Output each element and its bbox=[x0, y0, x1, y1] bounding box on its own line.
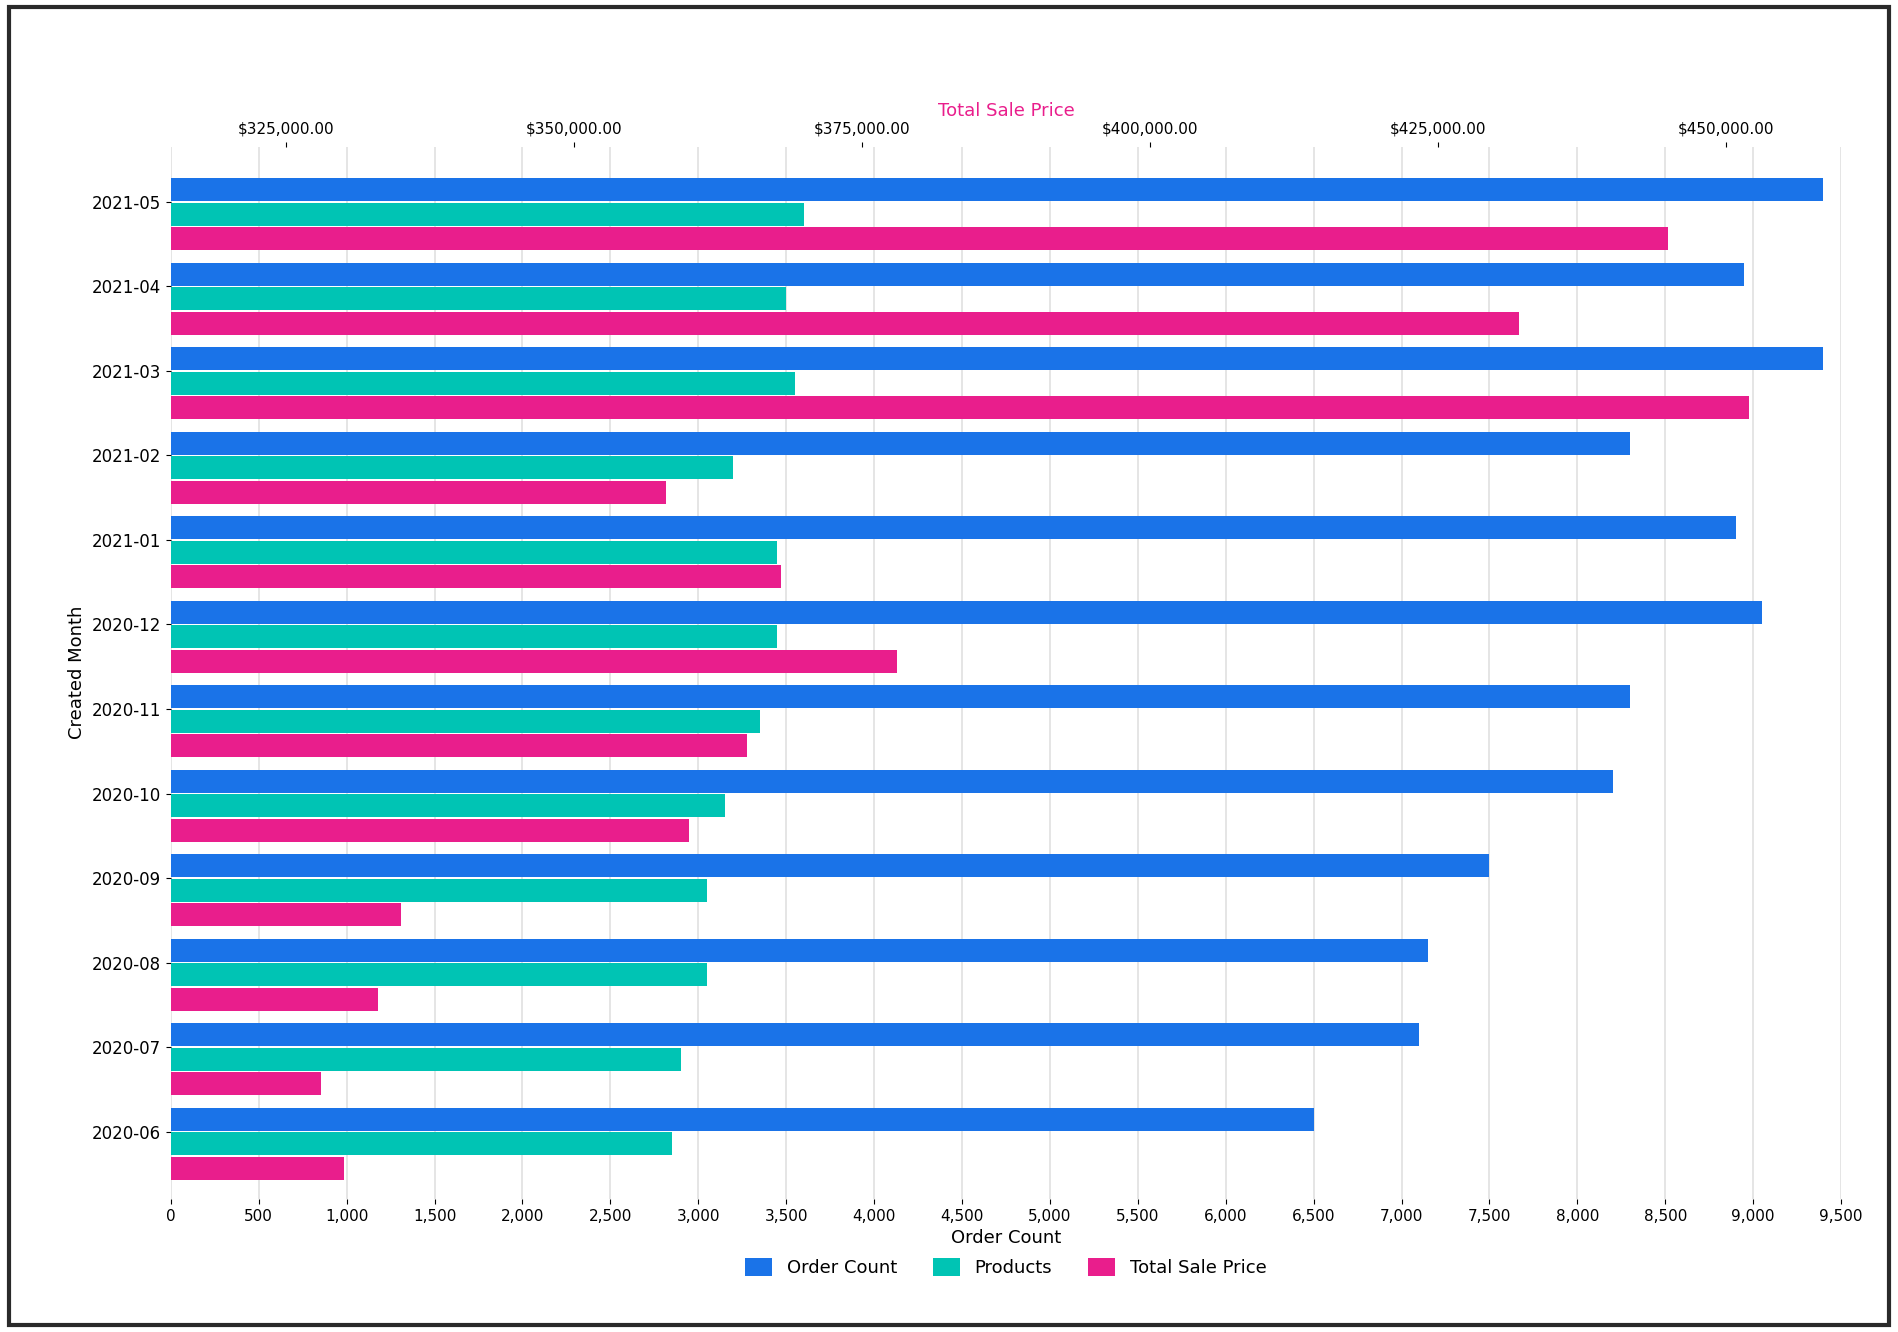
Bar bbox=[171, 1048, 681, 1071]
Bar bbox=[171, 854, 1490, 878]
Bar bbox=[171, 794, 725, 818]
Bar bbox=[171, 1132, 672, 1155]
Bar bbox=[171, 372, 795, 394]
Bar bbox=[171, 1072, 321, 1095]
Bar bbox=[171, 541, 778, 563]
Bar bbox=[171, 988, 378, 1011]
Legend: Order Count, Products, Total Sale Price: Order Count, Products, Total Sale Price bbox=[738, 1251, 1274, 1284]
Bar bbox=[171, 686, 1630, 709]
Bar bbox=[171, 879, 708, 902]
Bar bbox=[171, 734, 746, 757]
Bar bbox=[171, 202, 803, 225]
Bar bbox=[171, 178, 1824, 201]
Bar bbox=[171, 601, 1761, 623]
Bar bbox=[171, 625, 778, 649]
Bar bbox=[171, 770, 1613, 793]
Bar bbox=[171, 348, 1824, 370]
Bar bbox=[171, 1158, 344, 1180]
Bar bbox=[171, 457, 733, 480]
Y-axis label: Created Month: Created Month bbox=[68, 606, 85, 739]
Bar bbox=[171, 650, 896, 673]
Bar bbox=[171, 397, 1748, 420]
Bar bbox=[171, 432, 1630, 454]
Bar bbox=[171, 288, 786, 310]
X-axis label: Total Sale Price: Total Sale Price bbox=[938, 103, 1074, 120]
Bar bbox=[171, 819, 689, 842]
Bar bbox=[171, 939, 1427, 962]
X-axis label: Order Count: Order Count bbox=[951, 1229, 1061, 1247]
Bar bbox=[171, 710, 759, 733]
Bar bbox=[171, 312, 1518, 334]
Bar bbox=[171, 565, 782, 589]
Bar bbox=[171, 262, 1744, 285]
Bar bbox=[171, 481, 666, 503]
Bar bbox=[171, 1023, 1420, 1046]
Bar bbox=[171, 1108, 1313, 1131]
Bar bbox=[171, 963, 708, 986]
Bar bbox=[171, 517, 1735, 539]
Bar bbox=[171, 228, 1668, 250]
Bar bbox=[171, 903, 400, 926]
